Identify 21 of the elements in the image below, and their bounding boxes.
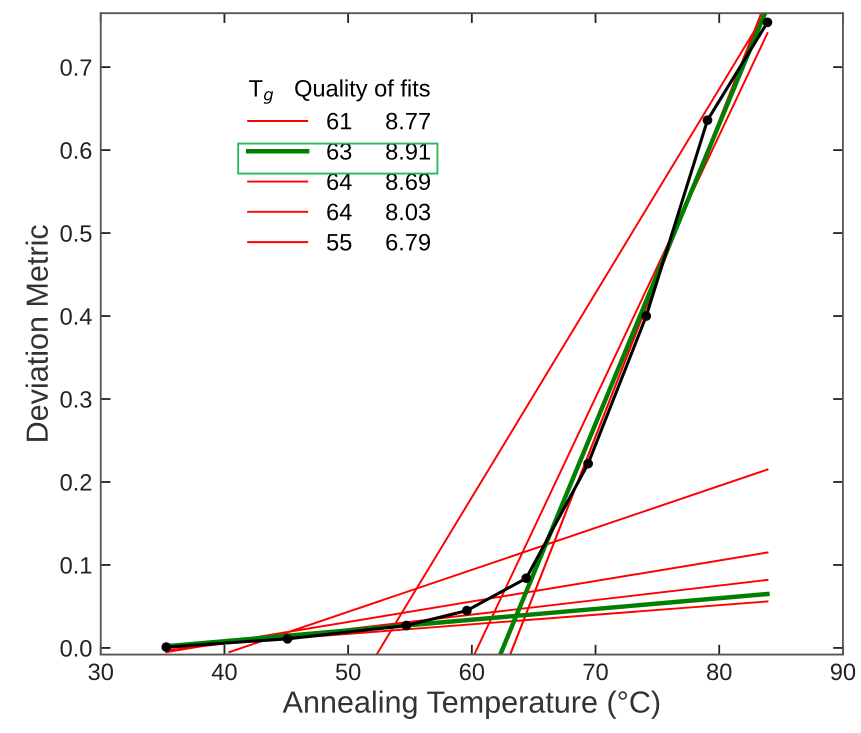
x-tick-label: 30 bbox=[88, 664, 113, 680]
y-tick-label: 0.6 bbox=[60, 142, 92, 159]
x-tick-label: 90 bbox=[830, 664, 856, 680]
x-axis-title: Annealing Temperature (°C) bbox=[282, 690, 660, 719]
x-tick-label: 60 bbox=[460, 664, 484, 680]
text: T$_{g}$ Quality of fits bbox=[249, 79, 430, 104]
legend-label: 61 8.77 bbox=[327, 112, 430, 130]
y-tick-label: 0.3 bbox=[60, 391, 92, 408]
legend-label: 55 6.79 bbox=[327, 234, 430, 251]
y-tick-label: 0.4 bbox=[60, 308, 92, 325]
y-tick-label: 0.2 bbox=[60, 474, 92, 491]
x-tick-label: 70 bbox=[584, 664, 608, 680]
x-tick-label: 80 bbox=[707, 664, 732, 680]
legend-label: 64 8.03 bbox=[327, 204, 430, 220]
y-axis-title: Deviation Metric bbox=[26, 225, 48, 441]
y-tick-label: 0.5 bbox=[60, 225, 92, 242]
y-tick-label: 0.7 bbox=[60, 59, 92, 76]
x-tick-label: 40 bbox=[212, 664, 237, 680]
y-tick-label: 0.0 bbox=[60, 640, 92, 657]
x-tick-label: 50 bbox=[336, 664, 360, 680]
y-tick-label: 0.1 bbox=[60, 557, 92, 574]
